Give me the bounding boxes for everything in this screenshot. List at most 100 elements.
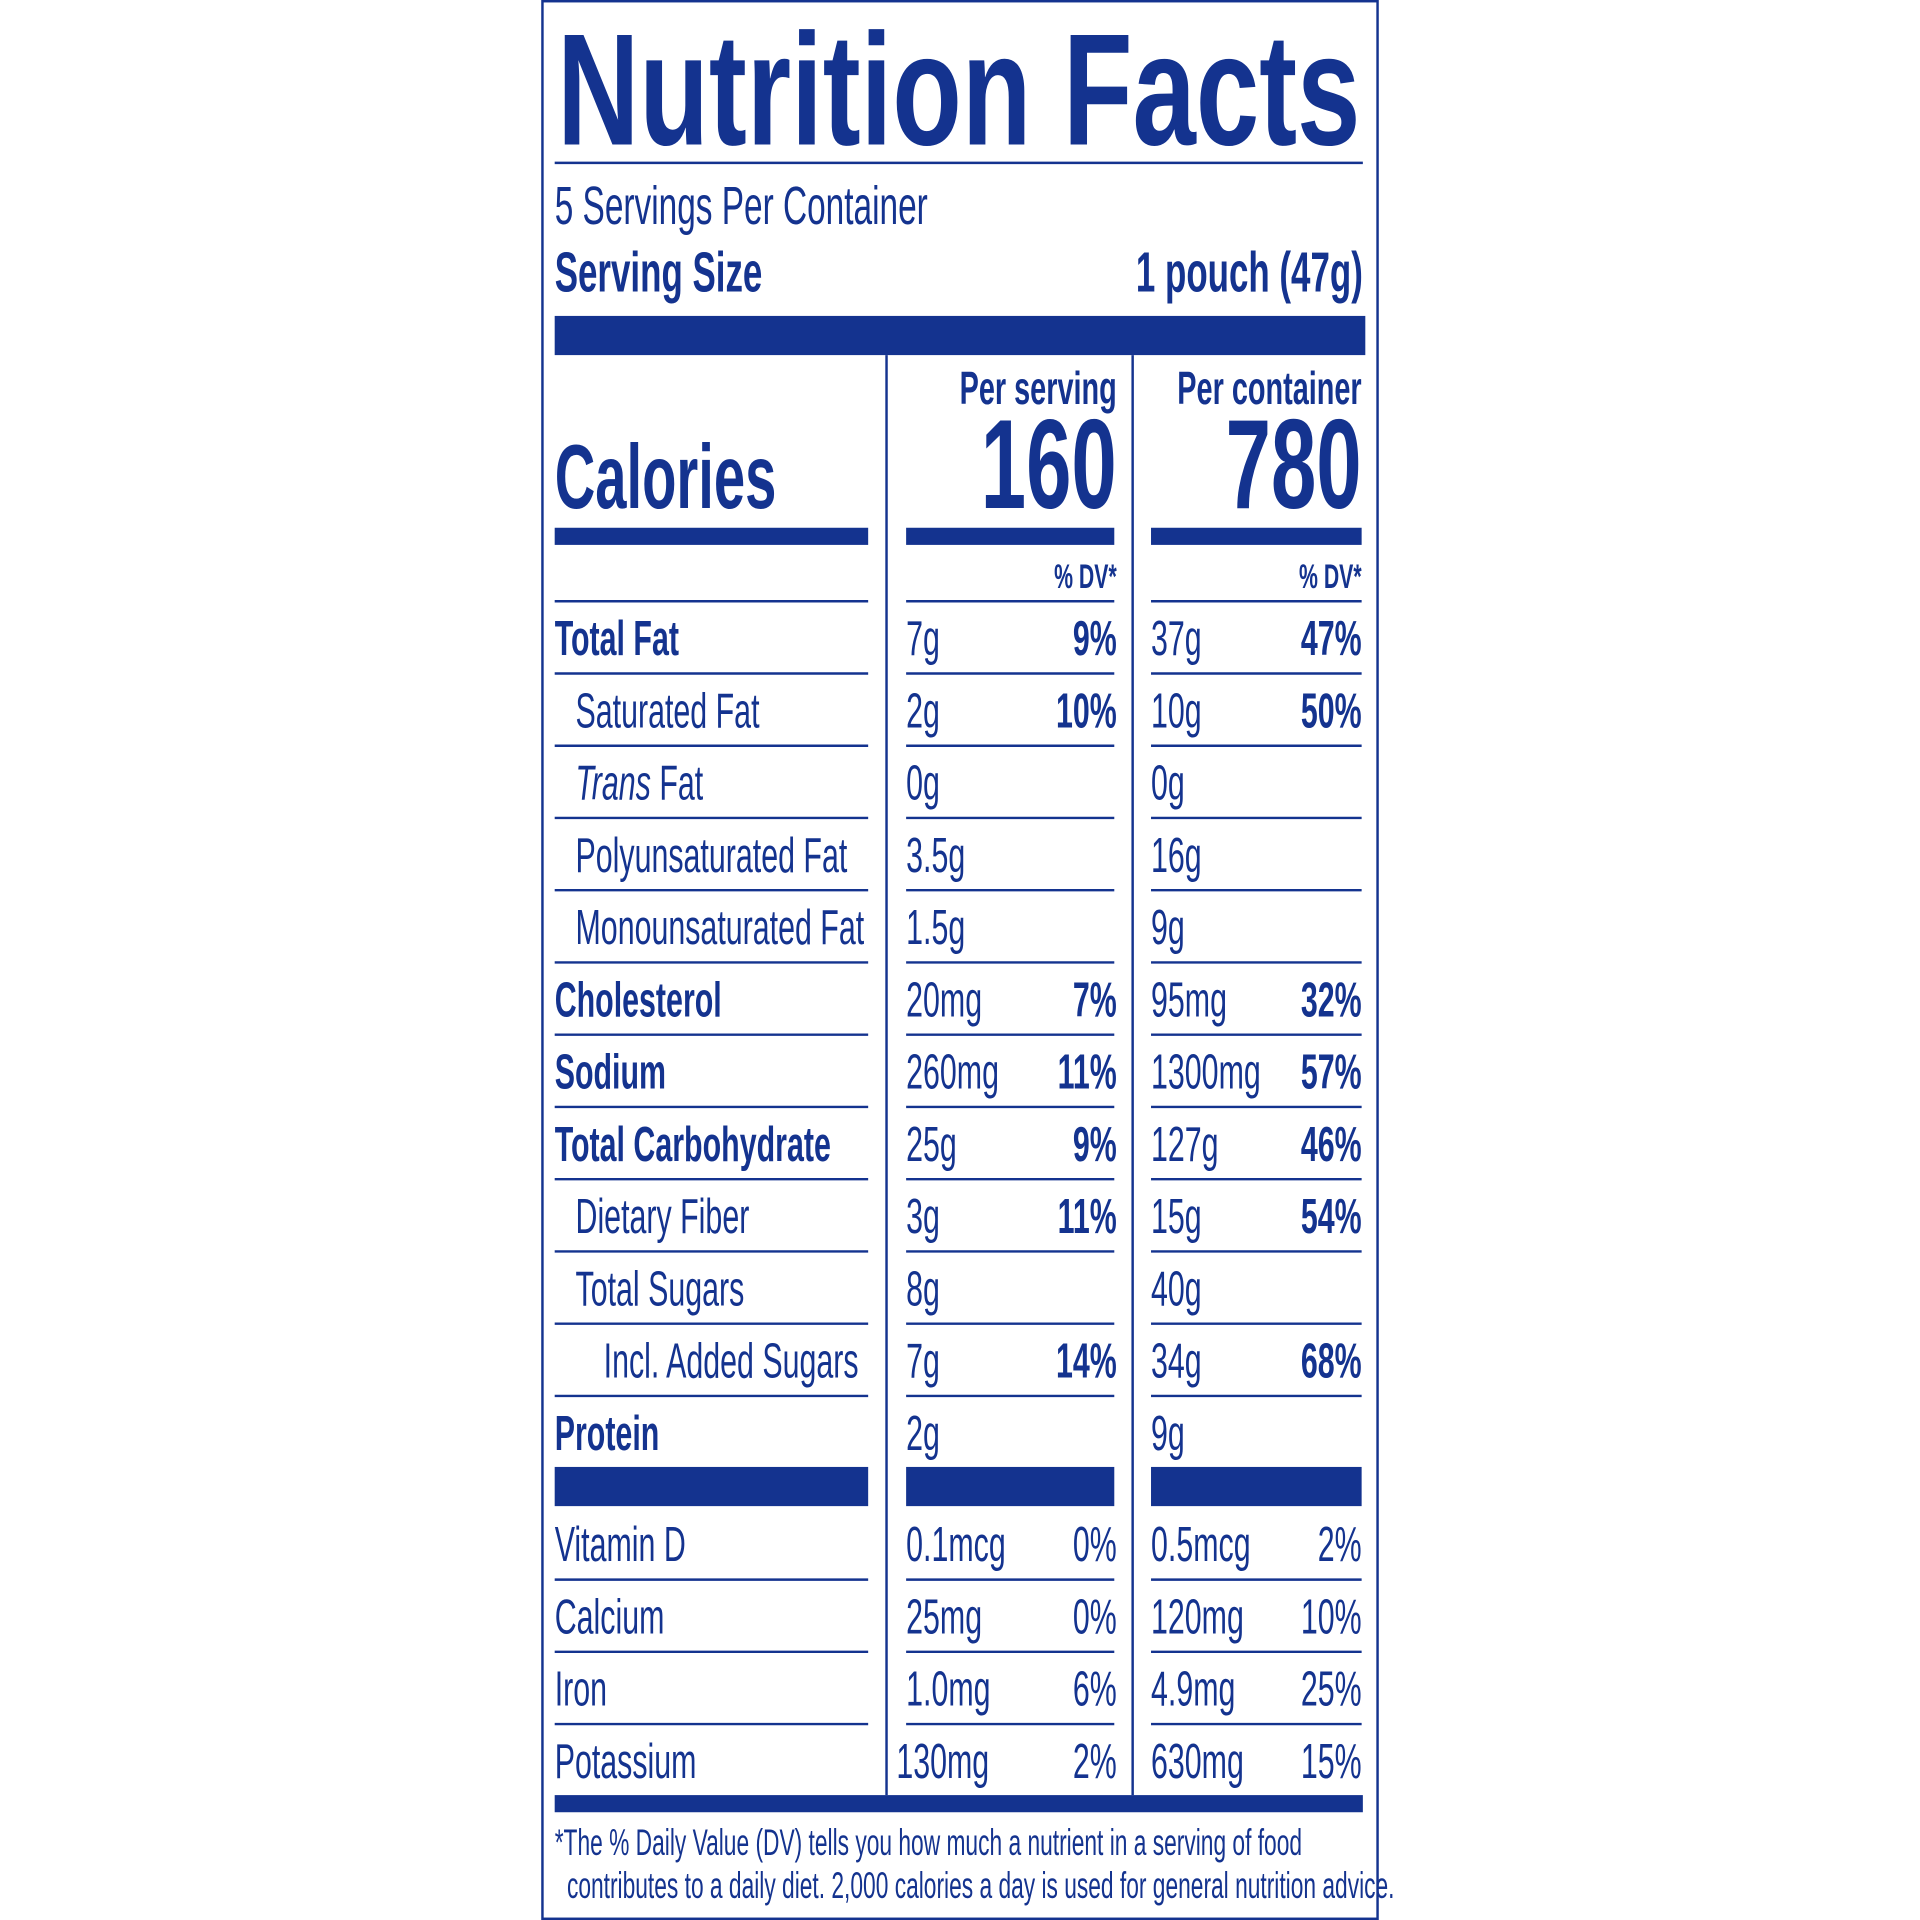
vitamin-label: Potassium [555,1733,697,1788]
amount: 630mg [1151,1733,1244,1788]
amount: 120mg [1151,1589,1244,1644]
amount-group: 34g [1151,1333,1202,1388]
bar [554,527,869,545]
amount: 9g [1151,1405,1185,1460]
daily-value: 9% [1073,611,1117,666]
daily-value: 46% [1301,1116,1362,1171]
serving-size-label-group: Serving Size [555,241,763,304]
amount: 0g [906,755,940,810]
calories-value: 780 [1226,393,1362,536]
daily-value: 10% [1056,683,1117,738]
serving-size-value: 1 pouch (47g) [1136,241,1363,304]
amount-group: 8g [906,1261,940,1316]
amount: 15g [1151,1189,1202,1244]
amount: 7g [906,611,940,666]
amount-group: 20mg [906,972,982,1027]
nutrient-label: Incl. Added Sugars [604,1333,859,1388]
amount-group: 15g [1151,1189,1202,1244]
daily-value: 47% [1301,611,1362,666]
nutrient-label: Dietary Fiber [576,1189,750,1244]
amount-group: 260mg [906,1044,999,1099]
amount: 10g [1151,683,1202,738]
daily-value-group: 0% [1073,1517,1117,1572]
daily-value: 7% [1073,972,1117,1027]
amount: 127g [1151,1116,1219,1171]
amount: 40g [1151,1261,1202,1316]
amount-group: 1300mg [1151,1044,1261,1099]
bar [1151,1466,1362,1507]
nutrient-label-group: Total Sugars [576,1261,745,1316]
amount-group: 25mg [906,1589,982,1644]
amount: 7g [906,1333,940,1388]
amount-group: 3.5g [906,827,965,882]
daily-value-group: 0% [1073,1589,1117,1644]
vitamin-label-group: Potassium [555,1733,697,1788]
serving-size-value-group: 1 pouch (47g) [1136,241,1363,304]
amount: 3g [906,1189,940,1244]
amount-group: 7g [906,1333,940,1388]
amount-group: 9g [1151,1405,1185,1460]
thick-bar [554,315,1366,356]
daily-value-group: 68% [1301,1333,1362,1388]
nutrient-label: Total Carbohydrate [555,1116,831,1171]
daily-value-group: 11% [1058,1044,1117,1099]
amount-group: 1.0mg [906,1661,990,1716]
amount-group: 130mg [896,1733,989,1788]
nutrient-label-italic: Trans [576,755,651,810]
daily-value-group: 9% [1073,1116,1117,1171]
daily-value-group: 10% [1056,683,1117,738]
column-header-group: Per serving [960,363,1117,415]
bar [1151,527,1362,545]
amount: 0g [1151,755,1185,810]
amount: 4.9mg [1151,1661,1235,1716]
label-border [541,0,1379,1920]
serving-size-label: Serving Size [555,241,763,304]
nutrient-label: Polyunsaturated Fat [576,827,848,882]
amount-group: 2g [906,1405,940,1460]
nutrient-label-group: Total Carbohydrate [555,1116,831,1171]
daily-value-group: 14% [1056,1333,1117,1388]
daily-value: 11% [1058,1044,1117,1099]
calories-label: Calories [555,426,777,527]
amount-group: 0g [1151,755,1185,810]
amount: 95mg [1151,972,1227,1027]
amount: 16g [1151,827,1202,882]
daily-value: 14% [1056,1333,1117,1388]
nutrient-label-group: Monounsaturated Fat [576,900,865,955]
daily-value: 2% [1073,1733,1117,1788]
daily-value-group: 54% [1301,1189,1362,1244]
daily-value: 32% [1301,972,1362,1027]
daily-value: 6% [1073,1661,1117,1716]
column-header-group: Per container [1177,363,1361,415]
daily-value: 15% [1301,1733,1362,1788]
thick-bar [554,1795,1363,1813]
daily-value-group: 10% [1301,1589,1362,1644]
amount-group: 37g [1151,611,1202,666]
amount-group: 630mg [1151,1733,1244,1788]
daily-value: 50% [1301,683,1362,738]
vitamin-label: Calcium [555,1589,665,1644]
amount-group: 1.5g [906,900,965,955]
amount-group: 9g [1151,900,1185,955]
daily-value-group: 2% [1318,1517,1362,1572]
daily-value-group: 25% [1301,1661,1362,1716]
nutrient-label: Protein [555,1405,660,1460]
daily-value-group: 32% [1301,972,1362,1027]
footnote-group: *The % Daily Value (DV) tells you how mu… [555,1823,1302,1864]
amount-group: 10g [1151,683,1202,738]
daily-value-group: 47% [1301,611,1362,666]
amount: 0.5mcg [1151,1517,1251,1572]
amount-group: 120mg [1151,1589,1244,1644]
amount: 1.5g [906,900,965,955]
nutrient-label-group: Total Fat [555,611,680,666]
nutrient-label: Cholesterol [555,972,722,1027]
daily-value-group: 15% [1301,1733,1362,1788]
daily-value: 25% [1301,1661,1362,1716]
nutrient-label-group: Saturated Fat [576,683,761,738]
footnote: *The % Daily Value (DV) tells you how mu… [555,1823,1302,1864]
amount: 37g [1151,611,1202,666]
amount-group: 40g [1151,1261,1202,1316]
amount: 8g [906,1261,940,1316]
nutrient-label: Saturated Fat [576,683,761,738]
